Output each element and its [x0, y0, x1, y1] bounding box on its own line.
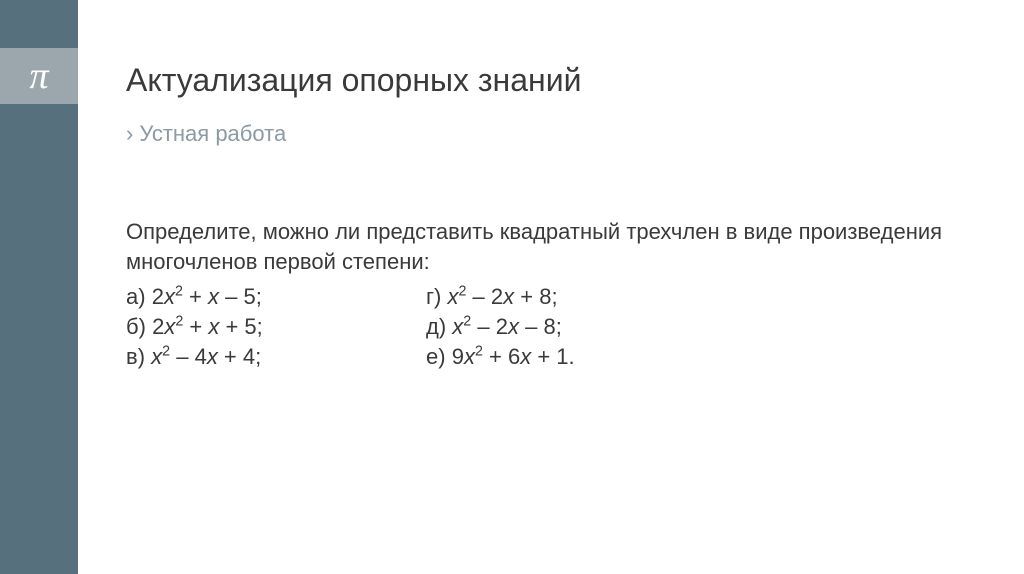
problem-d: д) х2 – 2х – 8; — [426, 312, 562, 342]
v-op2: + — [218, 344, 243, 369]
subtitle-text: Устная работа — [139, 121, 286, 146]
d-var1: х — [452, 314, 463, 339]
label-e: е) — [426, 344, 446, 369]
a-op1: + — [183, 284, 208, 309]
a-tail: ; — [256, 284, 262, 309]
g-c: 8 — [539, 284, 551, 309]
d-tail: ; — [556, 314, 562, 339]
e-coef1: 9 — [452, 344, 464, 369]
pi-symbol: π — [29, 54, 48, 98]
g-op2: + — [514, 284, 539, 309]
g-var2: х — [503, 284, 514, 309]
e-op2: + — [531, 344, 556, 369]
a-exp1: 2 — [175, 284, 183, 300]
intro-text: Определите, можно ли представить квадрат… — [126, 217, 964, 276]
b-tail: ; — [257, 314, 263, 339]
a-var2: х — [208, 284, 219, 309]
e-tail: . — [569, 344, 575, 369]
v-tail: ; — [255, 344, 261, 369]
d-var2: х — [508, 314, 519, 339]
problem-a: а) 2х2 + х – 5; — [126, 282, 426, 312]
a-var1: х — [164, 284, 175, 309]
e-c: 1 — [556, 344, 568, 369]
label-b: б) — [126, 314, 146, 339]
problem-b: б) 2х2 + х + 5; — [126, 312, 426, 342]
v-var2: х — [207, 344, 218, 369]
problem-row-2: б) 2х2 + х + 5; д) х2 – 2х – 8; — [126, 312, 964, 342]
b-coef1: 2 — [152, 314, 164, 339]
g-op1: – — [466, 284, 490, 309]
e-coef2: 6 — [508, 344, 520, 369]
g-coef2: 2 — [491, 284, 503, 309]
problem-row-1: а) 2х2 + х – 5; г) х2 – 2х + 8; — [126, 282, 964, 312]
e-exp1: 2 — [475, 343, 483, 359]
e-var2: х — [520, 344, 531, 369]
problem-v: в) х2 – 4х + 4; — [126, 342, 426, 372]
b-c: 5 — [244, 314, 256, 339]
slide-subtitle: ›Устная работа — [126, 121, 964, 147]
problem-g: г) х2 – 2х + 8; — [426, 282, 558, 312]
v-coef2: 4 — [195, 344, 207, 369]
subtitle-marker: › — [126, 121, 133, 146]
v-var1: х — [151, 344, 162, 369]
pi-icon: π — [0, 48, 78, 104]
b-var2: х — [208, 314, 219, 339]
b-op1: + — [183, 314, 208, 339]
problem-row-3: в) х2 – 4х + 4; е) 9х2 + 6х + 1. — [126, 342, 964, 372]
a-coef1: 2 — [152, 284, 164, 309]
b-op2: + — [219, 314, 244, 339]
v-c: 4 — [243, 344, 255, 369]
g-var1: х — [447, 284, 458, 309]
sidebar: π — [0, 0, 78, 574]
label-g: г) — [426, 284, 441, 309]
d-c: 8 — [543, 314, 555, 339]
slide-title: Актуализация опорных знаний — [126, 62, 964, 99]
a-c: 5 — [243, 284, 255, 309]
d-coef2: 2 — [496, 314, 508, 339]
d-op1: – — [471, 314, 495, 339]
e-var1: х — [464, 344, 475, 369]
e-op1: + — [483, 344, 508, 369]
slide-content: Актуализация опорных знаний ›Устная рабо… — [78, 0, 1024, 574]
v-exp1: 2 — [162, 343, 170, 359]
sidebar-stripe-top — [0, 0, 78, 48]
a-op2: – — [219, 284, 243, 309]
d-op2: – — [519, 314, 543, 339]
g-tail: ; — [551, 284, 557, 309]
label-v: в) — [126, 344, 145, 369]
label-a: а) — [126, 284, 146, 309]
label-d: д) — [426, 314, 446, 339]
slide-body: Определите, можно ли представить квадрат… — [126, 217, 964, 371]
sidebar-stripe-main — [0, 104, 78, 574]
problem-e: е) 9х2 + 6х + 1. — [426, 342, 575, 372]
v-op1: – — [170, 344, 194, 369]
b-var1: х — [164, 314, 175, 339]
